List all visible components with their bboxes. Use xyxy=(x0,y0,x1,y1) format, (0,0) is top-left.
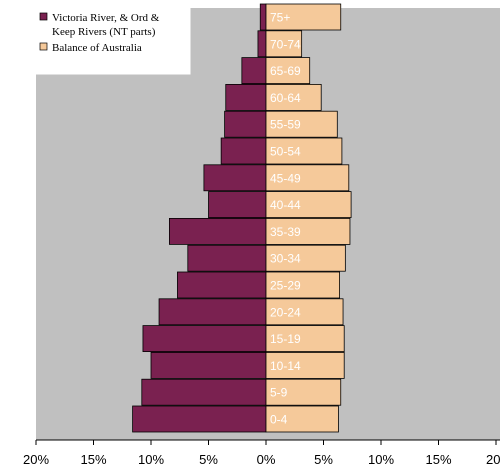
legend-label-left-series-line2: Keep Rivers (NT parts) xyxy=(52,26,156,38)
bar-right-60-64 xyxy=(265,84,322,111)
age-label-10-14: 10-14 xyxy=(270,359,301,373)
bar-right-30-34 xyxy=(265,244,346,272)
bar-left-25-29 xyxy=(177,271,267,299)
bar-left-55-59 xyxy=(224,110,267,138)
age-label-55-59: 55-59 xyxy=(270,118,301,132)
bar-left-75+ xyxy=(259,3,267,31)
bar-right-75+ xyxy=(265,3,342,31)
bar-left-30-34 xyxy=(187,244,267,272)
bar-left-70-74 xyxy=(257,30,267,58)
bar-left-5-9 xyxy=(141,378,267,406)
bar-right-15-19 xyxy=(265,325,345,353)
bar-left-35-39 xyxy=(168,217,267,245)
left-series-bars xyxy=(132,3,267,433)
age-label-45-49: 45-49 xyxy=(270,171,301,185)
bar-left-60-64 xyxy=(225,84,267,111)
bar-left-20-24 xyxy=(158,298,267,326)
age-label-40-44: 40-44 xyxy=(270,198,301,212)
x-tick-label: 20% xyxy=(23,452,49,467)
bar-right-55-59 xyxy=(265,110,338,138)
bar-right-35-39 xyxy=(265,217,351,245)
bar-right-65-69 xyxy=(265,57,311,84)
x-tick-label: 5% xyxy=(314,452,333,467)
bar-right-0-4 xyxy=(265,405,339,433)
bar-right-70-74 xyxy=(265,30,303,58)
x-tick-label: 15% xyxy=(425,452,451,467)
bar-left-65-69 xyxy=(241,57,267,84)
x-tick-label: 10% xyxy=(368,452,394,467)
legend-label-left-series-line1: Victoria River, & Ord & xyxy=(52,12,160,24)
bar-left-45-49 xyxy=(203,164,267,192)
bar-right-5-9 xyxy=(265,378,342,406)
right-series-bars xyxy=(265,3,352,433)
bar-right-10-14 xyxy=(265,351,345,379)
legend-swatch-left-series xyxy=(39,12,48,21)
age-label-70-74: 70-74 xyxy=(270,37,301,51)
x-tick-label: 0% xyxy=(257,452,276,467)
bar-left-50-54 xyxy=(220,137,267,165)
age-label-0-4: 0-4 xyxy=(270,413,288,427)
legend: Victoria River, & Ord & Keep Rivers (NT … xyxy=(29,7,191,75)
bar-right-25-29 xyxy=(265,271,340,299)
x-tick-label: 20% xyxy=(486,452,500,467)
bar-left-15-19 xyxy=(142,325,267,353)
legend-box xyxy=(29,7,191,75)
age-label-50-54: 50-54 xyxy=(270,145,301,159)
age-label-25-29: 25-29 xyxy=(270,279,301,293)
age-label-75+: 75+ xyxy=(270,11,290,25)
bar-right-50-54 xyxy=(265,137,343,165)
age-label-30-34: 30-34 xyxy=(270,252,301,266)
bar-left-40-44 xyxy=(208,191,267,219)
age-label-20-24: 20-24 xyxy=(270,305,301,319)
age-group-labels: 0-4 5-9 10-14 15-19 20-24 25-29 30-34 35-39 40-4… xyxy=(270,11,301,427)
age-label-65-69: 65-69 xyxy=(270,64,301,78)
x-tick-label: 15% xyxy=(80,452,106,467)
legend-swatch-right-series xyxy=(39,42,48,51)
age-label-15-19: 15-19 xyxy=(270,332,301,346)
x-tick-label: 5% xyxy=(199,452,218,467)
bar-right-45-49 xyxy=(265,164,350,192)
age-label-5-9: 5-9 xyxy=(270,386,288,400)
bar-right-20-24 xyxy=(265,298,344,326)
legend-label-right-series: Balance of Australia xyxy=(52,42,142,54)
bar-left-0-4 xyxy=(132,405,267,433)
age-label-35-39: 35-39 xyxy=(270,225,301,239)
x-axis-ticks: 20% 15% 10% 5% 0% 5% 10% 15% 20% xyxy=(23,440,500,467)
bar-left-10-14 xyxy=(150,351,267,379)
x-tick-label: 10% xyxy=(138,452,164,467)
age-label-60-64: 60-64 xyxy=(270,91,301,105)
bar-right-40-44 xyxy=(265,191,352,219)
